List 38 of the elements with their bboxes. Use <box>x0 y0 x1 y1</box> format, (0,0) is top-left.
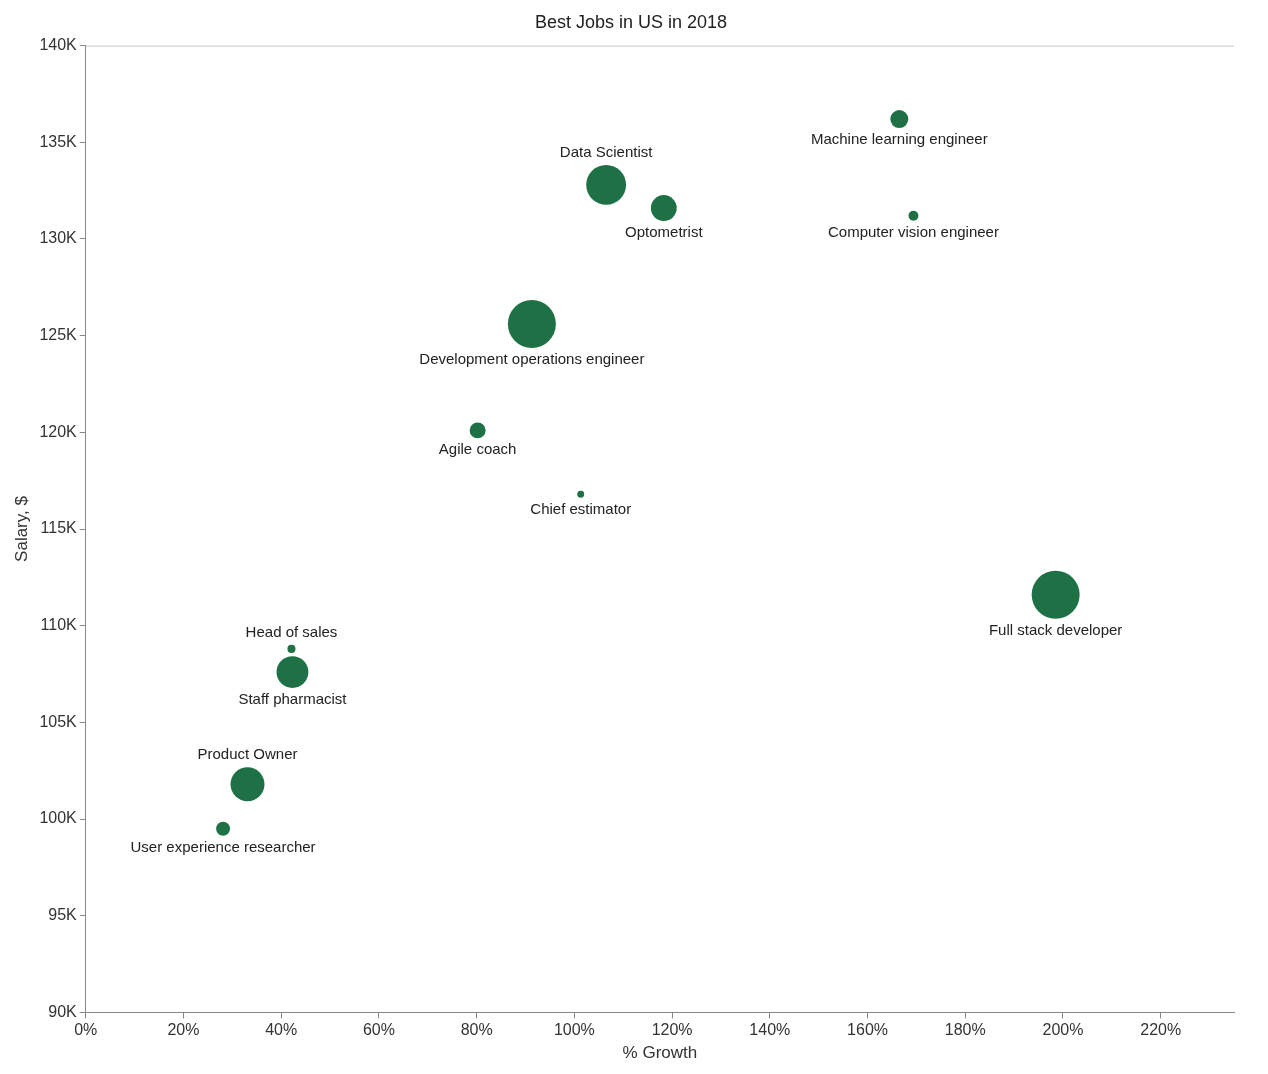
x-tick-label: 0% <box>74 1021 98 1039</box>
annotation: Full stack developer <box>988 620 1123 638</box>
y-tick-label: 110K <box>40 616 78 634</box>
x-tick-label: 40% <box>265 1021 298 1039</box>
x-tick-label: 140% <box>749 1021 791 1039</box>
y-tick-label: 100K <box>39 809 78 827</box>
annotation: User experience researcher <box>130 837 316 855</box>
x-tick-label: 100% <box>553 1021 595 1039</box>
x-tick-label: 80% <box>460 1021 493 1039</box>
y-tick-label: 105K <box>39 712 78 730</box>
y-tick-label: 115K <box>40 519 78 537</box>
x-tick-label: 60% <box>362 1021 395 1039</box>
x-axis-title: % Growth <box>622 1043 698 1063</box>
annotation: Product Owner <box>197 745 298 763</box>
annotation: Chief estimator <box>530 499 632 517</box>
x-tick-label: 20% <box>167 1021 200 1039</box>
y-tick-label: 125K <box>39 326 78 344</box>
annotation: Head of sales <box>245 623 338 641</box>
annotation: Computer vision engineer <box>828 222 999 240</box>
y-tick-label: 140K <box>39 36 78 54</box>
y-tick-label: 90K <box>48 1002 78 1020</box>
x-tick-label: 220% <box>1140 1021 1182 1039</box>
y-axis-title: Salary, $ <box>11 495 31 562</box>
annotation: Data Scientist <box>559 143 654 161</box>
x-tick-label: 200% <box>1042 1021 1084 1039</box>
annotation: Development operations engineer <box>419 350 645 368</box>
annotation: Optometrist <box>625 223 704 241</box>
annotation: Agile coach <box>438 440 517 458</box>
y-tick-label: 135K <box>39 132 78 150</box>
x-tick-label: 120% <box>651 1021 693 1039</box>
annotation: Machine learning engineer <box>810 130 988 148</box>
annotation: Staff pharmacist <box>238 690 348 708</box>
y-tick-label: 95K <box>48 906 78 924</box>
x-tick-label: 160% <box>847 1021 888 1039</box>
x-tick-label: 180% <box>944 1021 986 1039</box>
y-tick-label: 120K <box>39 422 78 440</box>
y-tick-label: 130K <box>39 229 78 247</box>
chart-title: Best Jobs in US in 2018 <box>534 11 728 32</box>
